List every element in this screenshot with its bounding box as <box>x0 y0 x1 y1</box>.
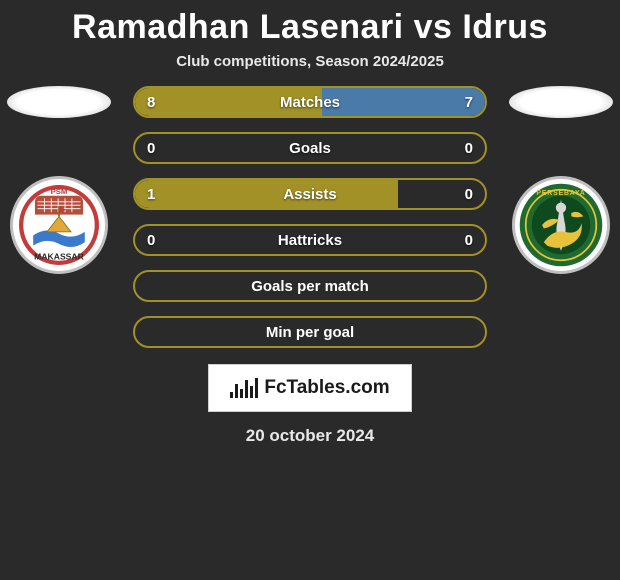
stat-label: Matches <box>135 88 485 116</box>
brand-chart-icon <box>230 378 258 398</box>
stat-row-goals: 00Goals <box>133 132 487 164</box>
stat-label: Assists <box>135 180 485 208</box>
right-player-column: PERSEBAYA <box>506 86 616 274</box>
date-text: 20 october 2024 <box>0 426 620 446</box>
stat-bars: 87Matches 00Goals 10Assists 00Hattricks Goal… <box>133 86 487 348</box>
left-player-column: MAKASSAR PSM <box>4 86 114 274</box>
comparison-panel: MAKASSAR PSM PERSEBAYA 87Matches 00Goals 1… <box>0 86 620 348</box>
right-club-badge: PERSEBAYA <box>512 176 610 274</box>
brand-box: FcTables.com <box>208 364 412 412</box>
page-title: Ramadhan Lasenari vs Idrus <box>0 0 620 47</box>
svg-text:MAKASSAR: MAKASSAR <box>34 251 84 261</box>
stat-row-matches: 87Matches <box>133 86 487 118</box>
persebaya-badge-icon: PERSEBAYA <box>518 182 604 268</box>
stat-row-assists: 10Assists <box>133 178 487 210</box>
psm-makassar-badge-icon: MAKASSAR PSM <box>16 182 102 268</box>
stat-label: Goals <box>135 134 485 162</box>
stat-row-goals-per-match: Goals per match <box>133 270 487 302</box>
svg-text:PSM: PSM <box>51 187 68 196</box>
stat-label: Hattricks <box>135 226 485 254</box>
svg-text:PERSEBAYA: PERSEBAYA <box>536 190 585 197</box>
left-club-badge: MAKASSAR PSM <box>10 176 108 274</box>
right-player-avatar <box>509 86 613 118</box>
brand-text: FcTables.com <box>264 377 389 399</box>
stat-row-hattricks: 00Hattricks <box>133 224 487 256</box>
left-player-avatar <box>7 86 111 118</box>
subtitle: Club competitions, Season 2024/2025 <box>0 53 620 70</box>
stat-row-min-per-goal: Min per goal <box>133 316 487 348</box>
